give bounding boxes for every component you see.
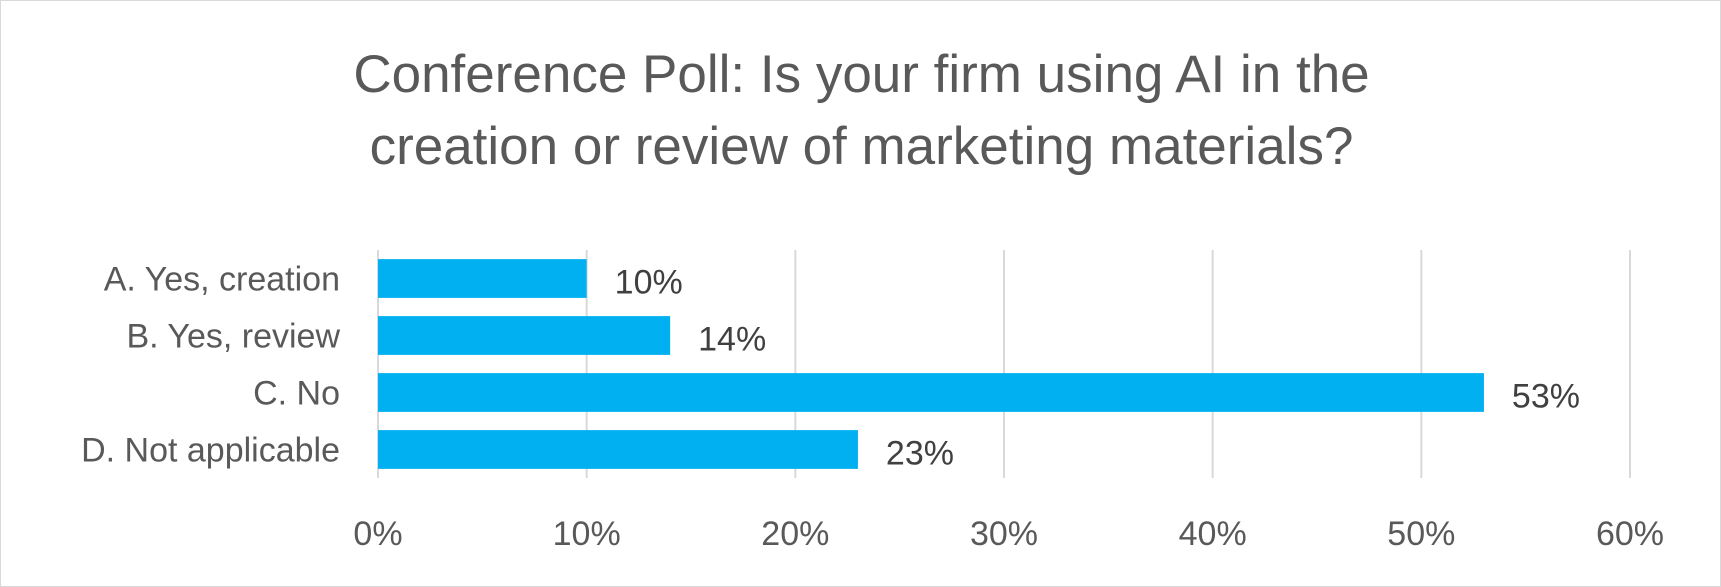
bar-4 bbox=[378, 430, 858, 469]
bar-3 bbox=[378, 373, 1484, 412]
category-label: A. Yes, creation bbox=[104, 261, 340, 299]
x-tick-label: 30% bbox=[970, 515, 1038, 553]
x-tick-label: 60% bbox=[1596, 515, 1664, 553]
data-label: 23% bbox=[886, 435, 954, 473]
bar-1 bbox=[378, 259, 587, 298]
bar-2 bbox=[378, 316, 671, 355]
data-label: 53% bbox=[1512, 378, 1580, 416]
labels: 0% 10% 20% 30% 40% 50% 60% A. Yes, creation 10% B… bbox=[81, 261, 1664, 554]
chart-title: Conference Poll: Is your firm using AI i… bbox=[353, 45, 1370, 176]
data-label: 10% bbox=[615, 264, 683, 302]
data-label: 14% bbox=[698, 321, 766, 359]
category-label: D. Not applicable bbox=[81, 432, 340, 470]
bars bbox=[378, 259, 1484, 469]
x-tick-label: 50% bbox=[1387, 515, 1455, 553]
x-tick-label: 0% bbox=[353, 515, 402, 553]
category-label: C. No bbox=[253, 375, 340, 413]
x-tick-label: 20% bbox=[761, 515, 829, 553]
category-label: B. Yes, review bbox=[126, 318, 340, 356]
x-tick-label: 40% bbox=[1179, 515, 1247, 553]
x-tick-label: 10% bbox=[553, 515, 621, 553]
